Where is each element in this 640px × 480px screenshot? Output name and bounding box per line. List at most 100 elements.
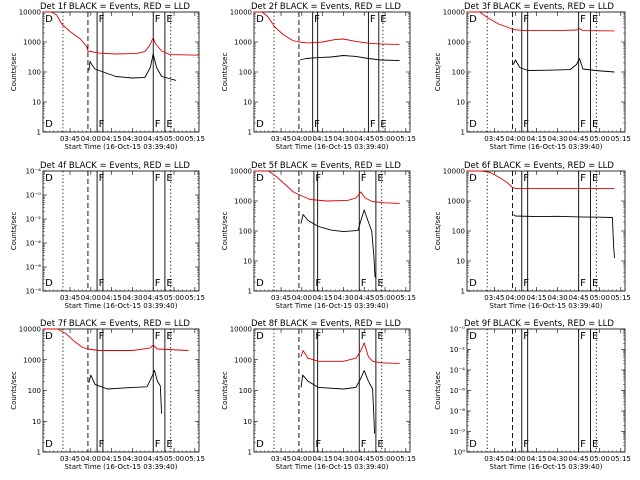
y-tick-label: 10: [456, 258, 465, 266]
x-tick-label: 04:30: [122, 294, 142, 302]
event-marker-label: F: [315, 278, 321, 289]
x-tick-label: 04:00: [505, 294, 525, 302]
x-tick-label: 03:45: [271, 135, 291, 143]
y-tick-label: 100: [239, 387, 252, 395]
event-marker-label: F: [314, 119, 320, 130]
panel-9: Det 9f BLACK = Events, RED = LLD 10⁰ 10⁻⁹ 1…: [434, 319, 631, 471]
x-tick-label: 04:30: [547, 294, 567, 302]
plot-frame: [466, 11, 626, 133]
event-marker-label: F: [155, 278, 161, 289]
event-marker-label: E: [377, 173, 383, 184]
event-marker-label: E: [166, 14, 172, 25]
event-marker-label: F: [99, 331, 105, 342]
x-tick-label: 03:45: [484, 135, 504, 143]
y-tick-label: 1: [248, 288, 252, 296]
plot-frame: [42, 11, 200, 133]
event-marker-label: F: [523, 278, 529, 289]
y-tick-label: 10: [32, 418, 41, 426]
panel-title: Det 8f BLACK = Events, RED = LLD: [251, 319, 401, 329]
x-tick-label: 05:00: [375, 455, 395, 463]
x-tick-label: 05:00: [164, 455, 184, 463]
event-marker-label: E: [592, 14, 598, 25]
x-tick-label: 03:45: [271, 455, 291, 463]
x-axis-label: Start Time (16-Oct-15 03:39:40): [65, 143, 178, 151]
x-tick-label: 04:45: [143, 135, 163, 143]
event-marker-label: F: [370, 119, 376, 130]
x-tick-label: 04:45: [143, 455, 163, 463]
y-tick-label: 1: [37, 129, 41, 137]
x-tick-label: 04:45: [354, 135, 374, 143]
panel-title: Det 5f BLACK = Events, RED = LLD: [251, 161, 401, 171]
panel-title: Det 9f BLACK = Events, RED = LLD: [464, 319, 614, 329]
y-tick-label: 10000: [19, 9, 41, 17]
series-events: [88, 53, 177, 81]
y-tick-label: 10⁻⁶: [26, 264, 42, 272]
x-tick-label: 04:00: [81, 294, 101, 302]
y-axis-label: Counts/sec: [434, 53, 442, 92]
y-axis-label: Counts/sec: [434, 212, 442, 251]
event-marker-label: F: [580, 173, 586, 184]
x-tick-label: 05:15: [396, 294, 416, 302]
y-tick-label: 1: [37, 449, 41, 457]
event-marker-label: F: [361, 173, 367, 184]
event-marker-label: F: [99, 119, 105, 130]
series-events: [512, 58, 615, 73]
x-tick-label: 05:15: [611, 455, 631, 463]
x-tick-label: 04:15: [313, 455, 333, 463]
event-marker-label: E: [166, 278, 172, 289]
panel-8: Det 8f BLACK = Events, RED = LLD 1 10 100 10…: [221, 319, 416, 471]
series-lld: [43, 328, 189, 351]
y-tick-label: 100: [239, 69, 252, 77]
y-tick-label: 10: [456, 99, 465, 107]
y-tick-label: 1: [461, 288, 465, 296]
x-tick-label: 04:30: [333, 135, 353, 143]
panel-title: Det 1f BLACK = Events, RED = LLD: [40, 2, 190, 12]
event-marker-label: E: [592, 331, 598, 342]
panel-5: Det 5f BLACK = Events, RED = LLD 1 10 100 10…: [221, 161, 416, 310]
x-axis-label: Start Time (16-Oct-15 03:39:40): [490, 463, 603, 471]
y-axis-label: Counts/sec: [10, 212, 18, 251]
x-tick-label: 04:30: [122, 135, 142, 143]
panel-1: Det 1f BLACK = Events, RED = LLD 1 10 100 10…: [10, 2, 205, 151]
y-tick-label: 10⁻⁸: [26, 288, 42, 296]
y-tick-label: 10⁻⁴: [26, 240, 42, 248]
y-tick-label: 1: [248, 129, 252, 137]
series-events: [299, 55, 400, 62]
event-marker-label: F: [523, 14, 529, 25]
y-tick-label: 10⁻⁴: [450, 367, 466, 375]
event-marker-label: F: [155, 331, 161, 342]
corner-marker-label: D: [256, 331, 264, 342]
event-marker-label: F: [361, 278, 367, 289]
x-tick-label: 04:00: [505, 455, 525, 463]
y-tick-label: 10⁻⁸: [450, 408, 466, 416]
event-marker-label: E: [592, 173, 598, 184]
series-lld: [43, 11, 200, 56]
y-tick-label: 10000: [230, 168, 252, 176]
panel-2: Det 2f BLACK = Events, RED = LLD 1 10 100 10…: [221, 2, 416, 151]
event-marker-label: E: [380, 119, 386, 130]
y-tick-label: 10⁰: [453, 449, 465, 457]
y-tick-label: 100: [28, 387, 41, 395]
panel-title: Det 2f BLACK = Events, RED = LLD: [251, 2, 401, 12]
x-tick-label: 04:15: [102, 135, 122, 143]
y-tick-label: 1000: [23, 356, 41, 364]
x-tick-label: 05:00: [590, 135, 610, 143]
x-tick-label: 05:00: [590, 455, 610, 463]
panel-title: Det 4f BLACK = Events, RED = LLD: [40, 161, 190, 171]
event-marker-label: E: [377, 439, 383, 450]
x-tick-label: 04:30: [122, 455, 142, 463]
y-tick-label: 10000: [19, 326, 41, 334]
event-marker-label: F: [99, 173, 105, 184]
y-tick-label: 10⁻⁹: [450, 428, 466, 436]
event-marker-label: E: [380, 14, 386, 25]
x-tick-label: 05:00: [375, 294, 395, 302]
x-tick-label: 04:00: [292, 294, 312, 302]
corner-marker-label: D: [45, 331, 53, 342]
x-tick-label: 03:45: [271, 294, 291, 302]
event-marker-label: F: [155, 119, 161, 130]
y-tick-label: 100: [452, 69, 465, 77]
corner-marker-label: D: [469, 331, 477, 342]
x-tick-label: 05:15: [396, 455, 416, 463]
event-marker-label: E: [592, 119, 598, 130]
